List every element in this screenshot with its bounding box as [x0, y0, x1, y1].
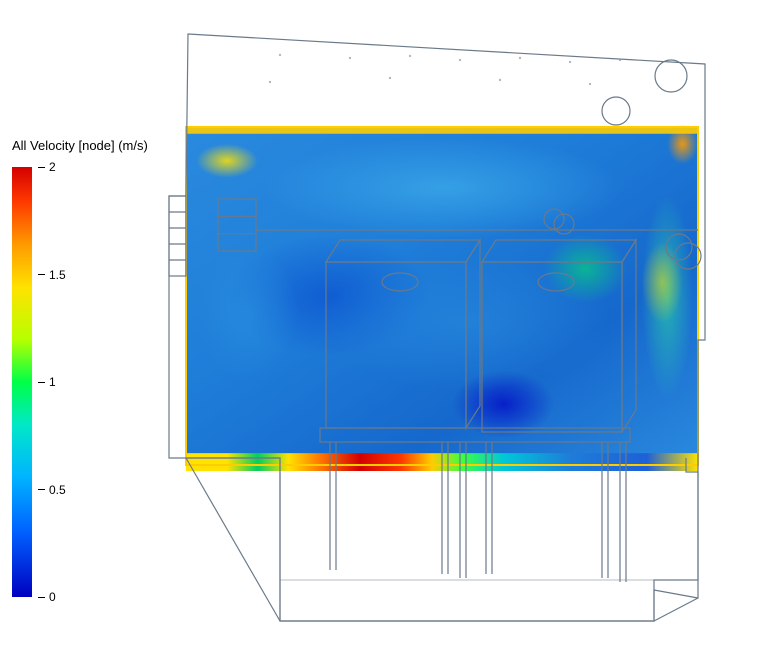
color-legend: All Velocity [node] (m/s) 21.510.50	[12, 138, 148, 597]
cfd-svg	[150, 20, 740, 630]
legend-tick: 1.5	[38, 268, 66, 282]
legend-tick: 2	[38, 160, 56, 174]
legend-tick: 0.5	[38, 483, 66, 497]
legend-tick: 1	[38, 375, 56, 389]
cfd-visualization	[150, 20, 740, 630]
legend-colorbar	[12, 167, 32, 597]
legend-body: 21.510.50	[12, 167, 148, 597]
legend-title: All Velocity [node] (m/s)	[12, 138, 148, 153]
heatmap	[186, 124, 698, 471]
legend-tick: 0	[38, 590, 56, 604]
